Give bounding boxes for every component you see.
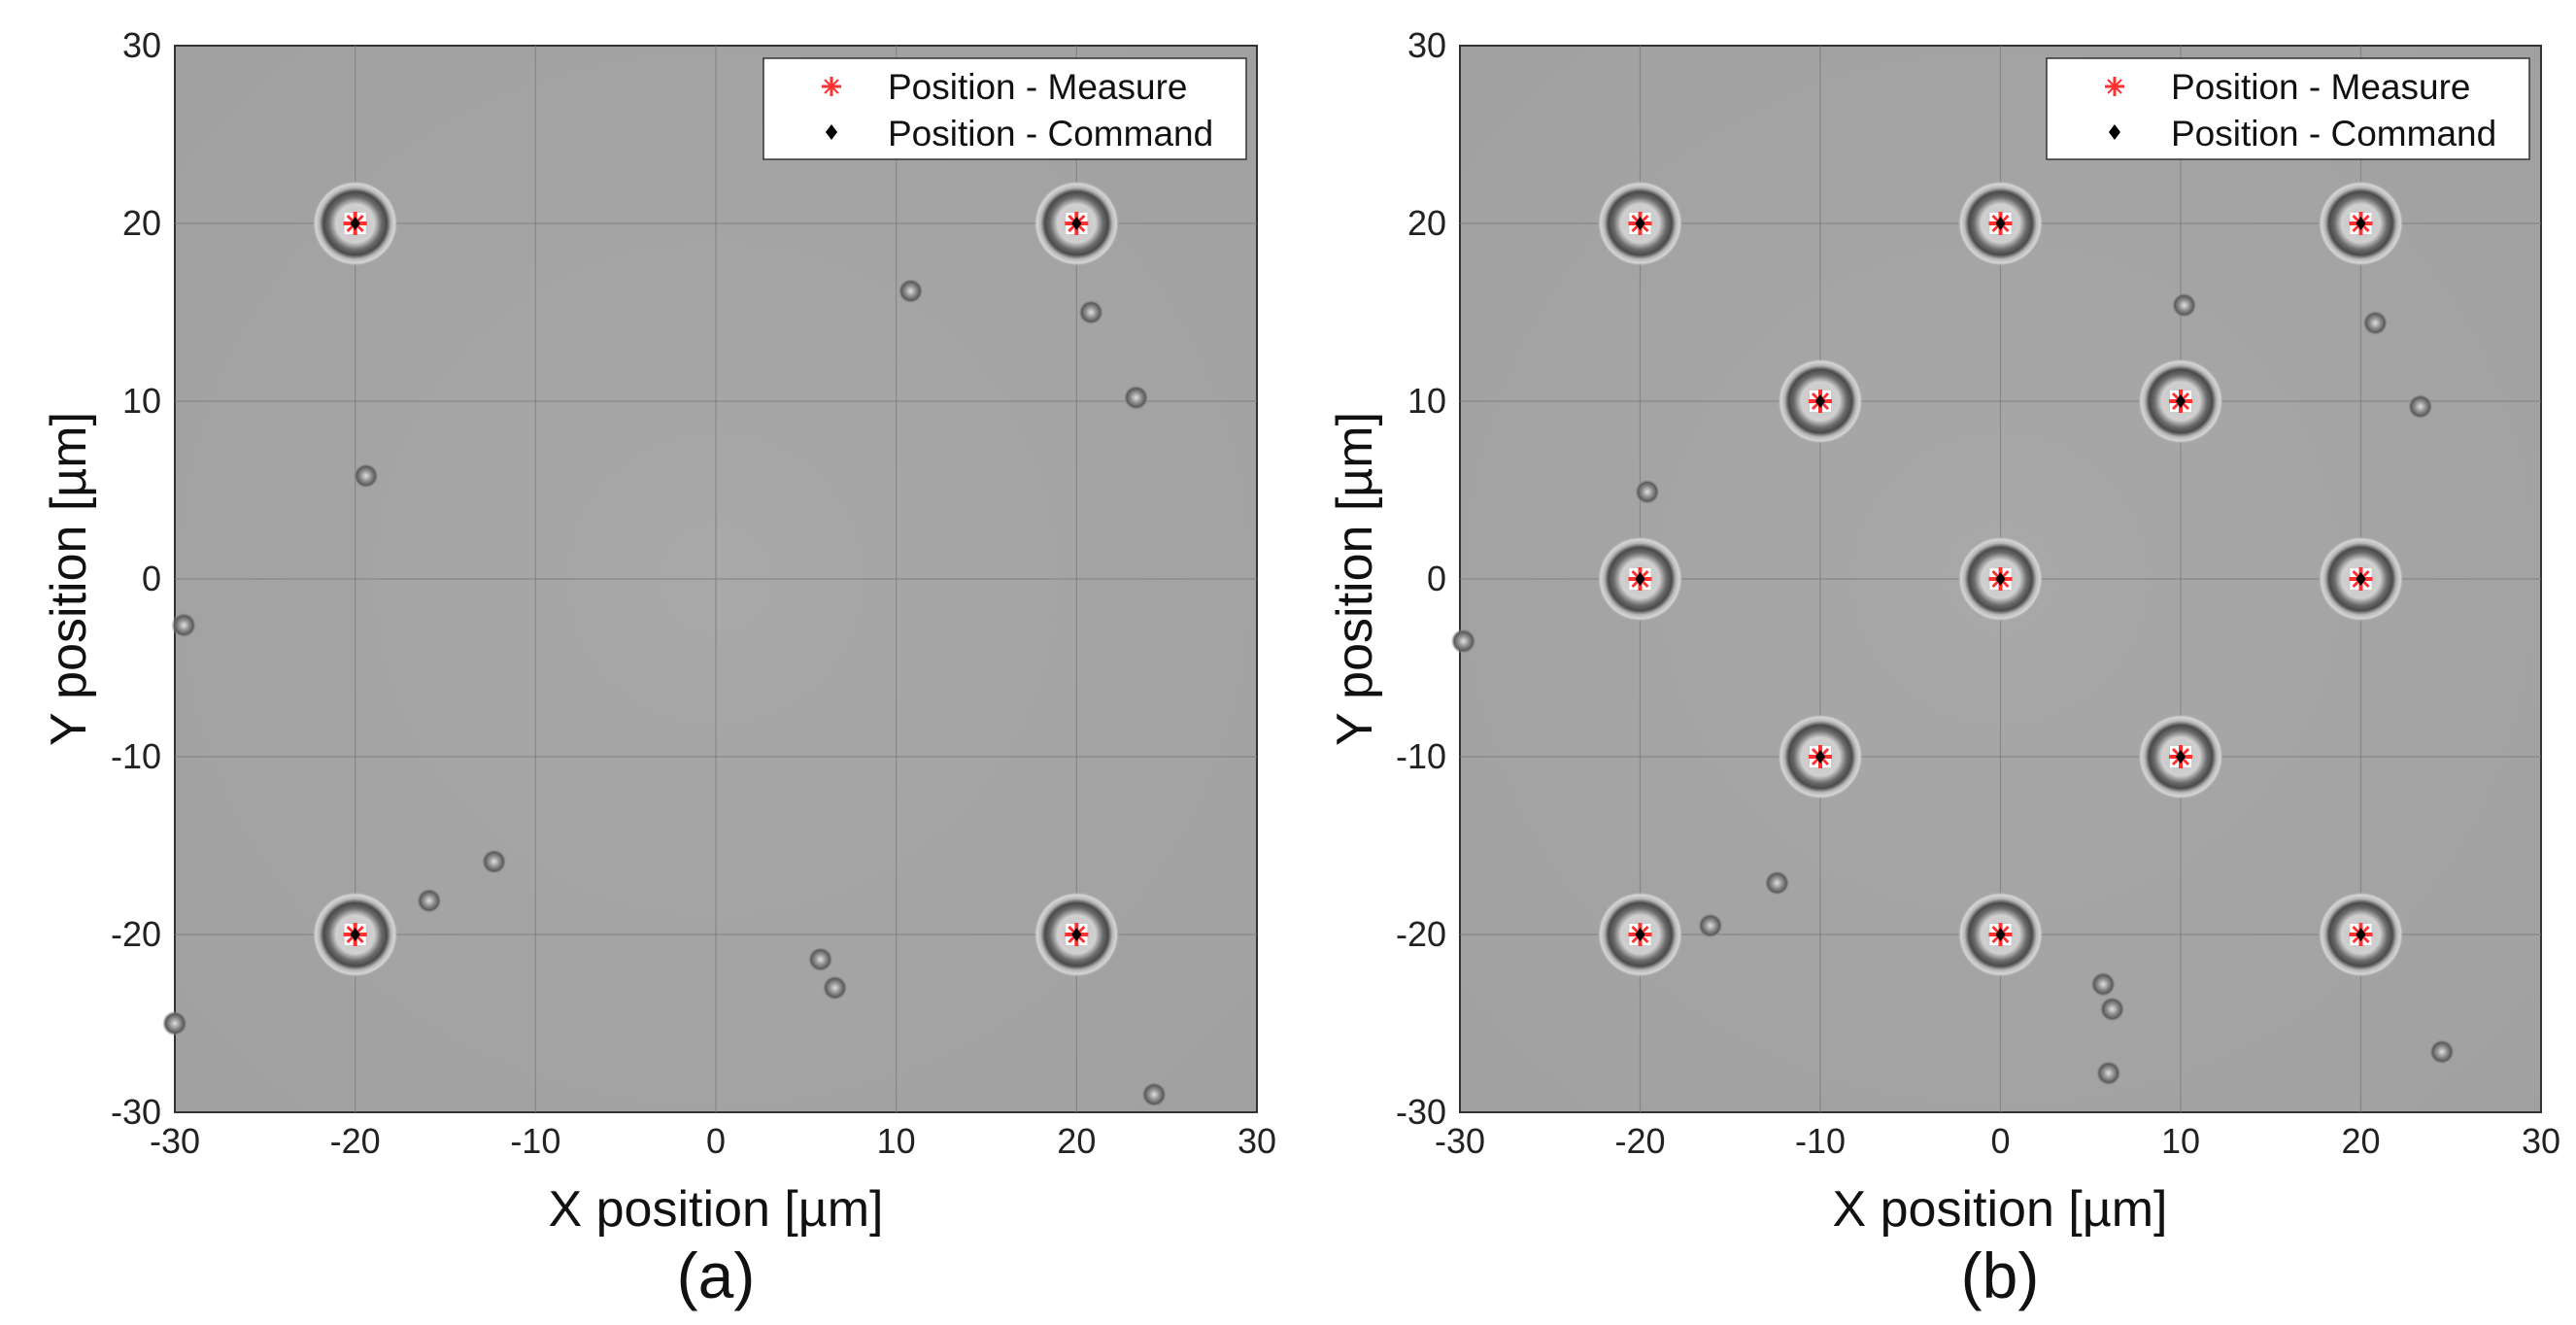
x-tick-label: -30 — [1435, 1121, 1485, 1161]
command-point — [2176, 750, 2186, 764]
y-tick-label: 20 — [1407, 203, 1446, 243]
debris-particle — [1764, 869, 1790, 896]
command-point — [1815, 750, 1825, 764]
debris-particle — [807, 946, 833, 972]
legend-a: Position - Measure Position - Command — [763, 57, 1247, 160]
panel-a: -30 -20 -10 0 10 20 30 30 20 10 0 -10 -20 -30 X posi… — [41, 25, 1276, 1311]
legend-measure-marker-a — [822, 77, 841, 96]
y-tick-label: 10 — [122, 381, 161, 421]
debris-particle — [1634, 479, 1660, 505]
legend-command-label-a: Position - Command — [888, 114, 1213, 153]
y-tick-label: -10 — [1396, 736, 1446, 776]
x-tick-label: -10 — [1795, 1121, 1846, 1161]
command-point — [350, 928, 360, 941]
data-points-a — [312, 181, 1120, 977]
y-tick-labels-b: 30 20 10 0 -10 -20 -30 — [1396, 25, 1446, 1132]
panel-label-a: (a) — [677, 1240, 756, 1311]
command-point — [1635, 217, 1645, 230]
debris-particle — [2171, 292, 2197, 319]
y-tick-label: 10 — [1407, 381, 1446, 421]
command-point — [1995, 572, 2006, 586]
legend-b: Position - Measure Position - Command — [2046, 57, 2530, 160]
debris-particle — [353, 462, 379, 489]
debris-particle — [2362, 310, 2389, 336]
y-tick-label: 0 — [1427, 559, 1446, 598]
debris-particle — [416, 888, 442, 914]
y-tick-label: -10 — [111, 736, 161, 776]
y-tick-label: 30 — [122, 25, 161, 65]
x-tick-label: 30 — [1237, 1121, 1276, 1161]
x-tick-labels-a: -30 -20 -10 0 10 20 30 — [150, 1121, 1276, 1161]
x-tick-label: -30 — [150, 1121, 200, 1161]
panel-b: -30 -20 -10 0 10 20 30 30 20 10 0 -10 -20 -30 X posi… — [1327, 25, 2560, 1311]
command-point — [1071, 928, 1082, 941]
command-point — [1635, 928, 1645, 941]
command-point — [2356, 928, 2366, 941]
debris-particle — [822, 974, 848, 1001]
legend-measure-label-b: Position - Measure — [2171, 67, 2470, 107]
debris-particle — [1123, 385, 1149, 411]
command-point — [1995, 217, 2006, 230]
y-tick-label: 20 — [122, 203, 161, 243]
debris-particle — [2407, 393, 2433, 420]
x-tick-label: 20 — [1057, 1121, 1096, 1161]
debris-particle — [1141, 1081, 1168, 1107]
x-tick-label: 10 — [2161, 1121, 2200, 1161]
command-point — [1071, 217, 1082, 230]
y-axis-label-a: Y position [µm] — [41, 412, 97, 746]
debris-particle — [171, 612, 197, 638]
debris-particle — [481, 848, 507, 874]
y-tick-label: 0 — [142, 559, 161, 598]
legend-box-a — [763, 57, 1247, 160]
command-point — [1815, 394, 1825, 408]
x-tick-label: -20 — [1614, 1121, 1665, 1161]
x-tick-label: -10 — [510, 1121, 560, 1161]
legend-command-marker-a — [826, 124, 837, 140]
debris-particle — [1078, 299, 1104, 325]
x-tick-label: 30 — [2522, 1121, 2560, 1161]
panel-label-b: (b) — [1961, 1240, 2040, 1311]
y-axis-label-b: Y position [µm] — [1327, 412, 1383, 746]
command-point — [1635, 572, 1645, 586]
debris-particle — [162, 1010, 187, 1036]
legend-measure-label-a: Position - Measure — [888, 67, 1187, 107]
legend-box-b — [2046, 57, 2530, 160]
legend-command-label-b: Position - Command — [2171, 114, 2496, 153]
legend-command-marker-b — [2109, 124, 2120, 140]
x-axis-label-b: X position [µm] — [1833, 1181, 2168, 1238]
debris-a — [162, 278, 1168, 1107]
debris-particle — [1450, 629, 1476, 655]
x-axis-label-a: X position [µm] — [549, 1181, 884, 1238]
x-tick-label: 10 — [877, 1121, 916, 1161]
x-tick-label: -20 — [330, 1121, 381, 1161]
command-point — [2176, 394, 2186, 408]
legend-measure-marker-b — [2105, 77, 2124, 96]
debris-particle — [2099, 996, 2125, 1022]
y-tick-label: -20 — [1396, 914, 1446, 954]
y-tick-label: -30 — [1396, 1092, 1446, 1132]
debris-b — [1450, 292, 2455, 1086]
x-tick-label: 0 — [1990, 1121, 2010, 1161]
x-tick-label: 20 — [2341, 1121, 2380, 1161]
command-point — [2356, 217, 2366, 230]
command-point — [2356, 572, 2366, 586]
debris-particle — [1697, 912, 1723, 938]
y-tick-label: 30 — [1407, 25, 1446, 65]
command-point — [1995, 928, 2006, 941]
x-tick-label: 0 — [706, 1121, 726, 1161]
x-tick-labels-b: -30 -20 -10 0 10 20 30 — [1435, 1121, 2560, 1161]
debris-particle — [2428, 1038, 2455, 1065]
data-points-b — [1597, 181, 2404, 977]
y-tick-labels-a: 30 20 10 0 -10 -20 -30 — [111, 25, 161, 1132]
debris-particle — [2095, 1060, 2121, 1086]
debris-particle — [898, 278, 924, 304]
debris-particle — [2090, 971, 2117, 998]
command-point — [350, 217, 360, 230]
y-tick-label: -20 — [111, 914, 161, 954]
y-tick-label: -30 — [111, 1092, 161, 1132]
